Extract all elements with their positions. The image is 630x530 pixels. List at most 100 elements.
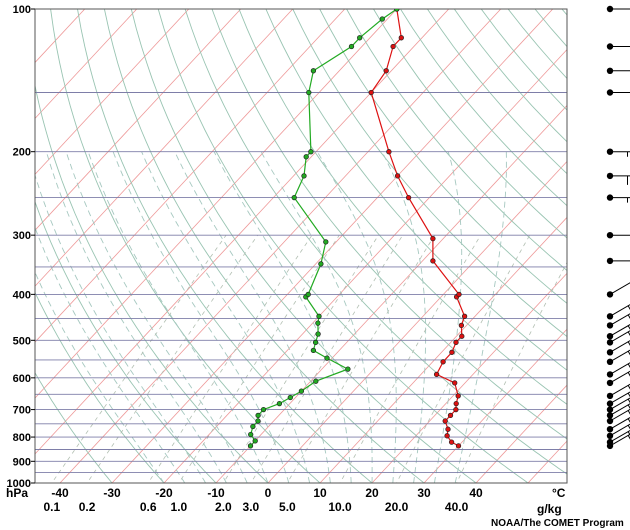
dewpoint-point	[301, 173, 307, 179]
dewpoint-point	[310, 347, 317, 354]
temperature-point	[368, 89, 374, 96]
mixing-ratio-axis: 0.1 0.2 0.6 1.0 2.0 3.0 5.0 10.0 20.0 40.0	[43, 500, 468, 514]
isotherm-line	[35, 9, 294, 287]
dewpoint-point	[394, 9, 400, 12]
credit: NOAA/The COMET Program	[491, 518, 624, 529]
temperature-point	[448, 439, 455, 445]
moist-adiabat-line	[35, 271, 165, 483]
temperature-point	[455, 393, 461, 399]
dewpoint-point	[306, 89, 312, 96]
wind-barb	[606, 232, 630, 239]
moist-adiabat-line	[213, 151, 352, 483]
wind-barb	[606, 89, 630, 96]
dry-adiabat-line	[561, 9, 567, 16]
temperature-point	[440, 359, 446, 365]
mixing-ratio-tick-label: 3.0	[243, 500, 260, 514]
wind-barb	[606, 313, 630, 329]
isotherm-line	[35, 9, 346, 343]
dewpoint-point	[318, 261, 324, 267]
temperature-point	[433, 371, 440, 378]
dry-adiabat-line	[427, 9, 567, 175]
moist-adiabat-line	[141, 151, 311, 483]
isotherm-line	[35, 9, 398, 399]
dewpoint-point	[315, 331, 321, 337]
temperature-tick-label: 30	[417, 486, 431, 500]
temperature-point	[405, 194, 412, 201]
mixing-ratio-line	[250, 234, 404, 483]
mixing-ratio-tick-label: 0.2	[79, 500, 96, 514]
temperature-tick-label: -20	[155, 486, 173, 500]
wind-barb	[606, 257, 630, 265]
moist-adiabat-line	[454, 151, 507, 483]
isotherm-line	[35, 9, 138, 120]
dewpoint-point	[348, 43, 355, 50]
dewpoint-point	[345, 366, 351, 372]
mixing-ratio-tick-label: 1.0	[171, 500, 188, 514]
temperature-point	[453, 339, 459, 346]
wind-barb	[606, 5, 630, 13]
temperature-point	[449, 349, 455, 355]
pressure-tick-label: 300	[13, 230, 31, 242]
mixing-ratio-tick-label: 0.6	[140, 500, 157, 514]
temperature-point	[453, 400, 459, 407]
moist-adiabats	[35, 151, 507, 483]
temperature-point	[455, 443, 462, 449]
dry-adiabat-line	[319, 9, 567, 304]
isotherm-line	[0, 0, 43, 493]
temperature-point	[452, 380, 458, 386]
temperature-point	[453, 406, 459, 413]
dewpoint-point	[312, 339, 319, 346]
xlabel: °C	[552, 486, 566, 500]
dry-adiabat-line	[35, 200, 217, 483]
isotherm-line	[111, 9, 554, 483]
isotherm-line	[571, 0, 630, 493]
wind-barb	[606, 324, 630, 340]
isotherm-line	[215, 104, 567, 483]
wind-barb	[606, 408, 630, 425]
temperature-point	[386, 149, 392, 155]
pressure-axis: 100 200 300 400 500 600 700 800 900 1000	[7, 4, 35, 490]
mixing-ratio-unit: g/kg	[537, 502, 562, 516]
temperature-point	[430, 258, 436, 264]
wind-barb	[606, 349, 630, 365]
mixing-ratio-tick-label: 40.0	[445, 500, 469, 514]
dewpoint-point	[250, 423, 256, 430]
wind-barb	[606, 304, 630, 320]
dewpoint-line	[250, 9, 398, 447]
wind-barb	[606, 43, 630, 50]
moist-adiabat-line	[433, 151, 463, 483]
wind-barb	[606, 433, 630, 450]
wind-barb	[606, 148, 630, 157]
pressure-tick-label: 900	[13, 456, 31, 468]
temperature-point	[430, 235, 436, 242]
temperature-point	[458, 322, 465, 329]
wind-barb	[606, 282, 630, 298]
mixing-ratio-line	[51, 234, 227, 483]
dewpoint-point	[315, 320, 321, 326]
temperature-point	[456, 291, 462, 298]
dewpoint-point	[252, 438, 258, 444]
dry-adiabat-line	[35, 83, 269, 483]
mixing-ratio-line	[222, 234, 379, 483]
pressure-tick-label: 1000	[7, 478, 31, 490]
mixing-ratio-lines	[51, 234, 567, 483]
wind-barb	[606, 403, 630, 419]
dewpoint-point	[247, 443, 254, 449]
isotherm-line	[267, 160, 567, 483]
dewpoint-point	[260, 406, 267, 413]
mixing-ratio-tick-label: 0.1	[43, 500, 60, 514]
wind-barb	[606, 397, 630, 413]
dewpoint-point	[308, 149, 314, 155]
isotherm-line	[35, 9, 450, 455]
temperature-axis: -40 -30 -20 -10 0 10 20 30 40	[51, 486, 483, 500]
temperature-tick-label: -10	[207, 486, 225, 500]
pressure-tick-label: 600	[13, 373, 31, 385]
temperature-tick-label: 40	[469, 486, 483, 500]
ylabel: hPa	[6, 486, 28, 500]
dewpoint-point	[305, 291, 311, 298]
dewpoint-point	[303, 154, 309, 160]
wind-barb	[606, 340, 630, 356]
temperature-tick-label: -40	[51, 486, 69, 500]
temperature-point	[383, 68, 389, 74]
dewpoint-point	[298, 388, 305, 394]
